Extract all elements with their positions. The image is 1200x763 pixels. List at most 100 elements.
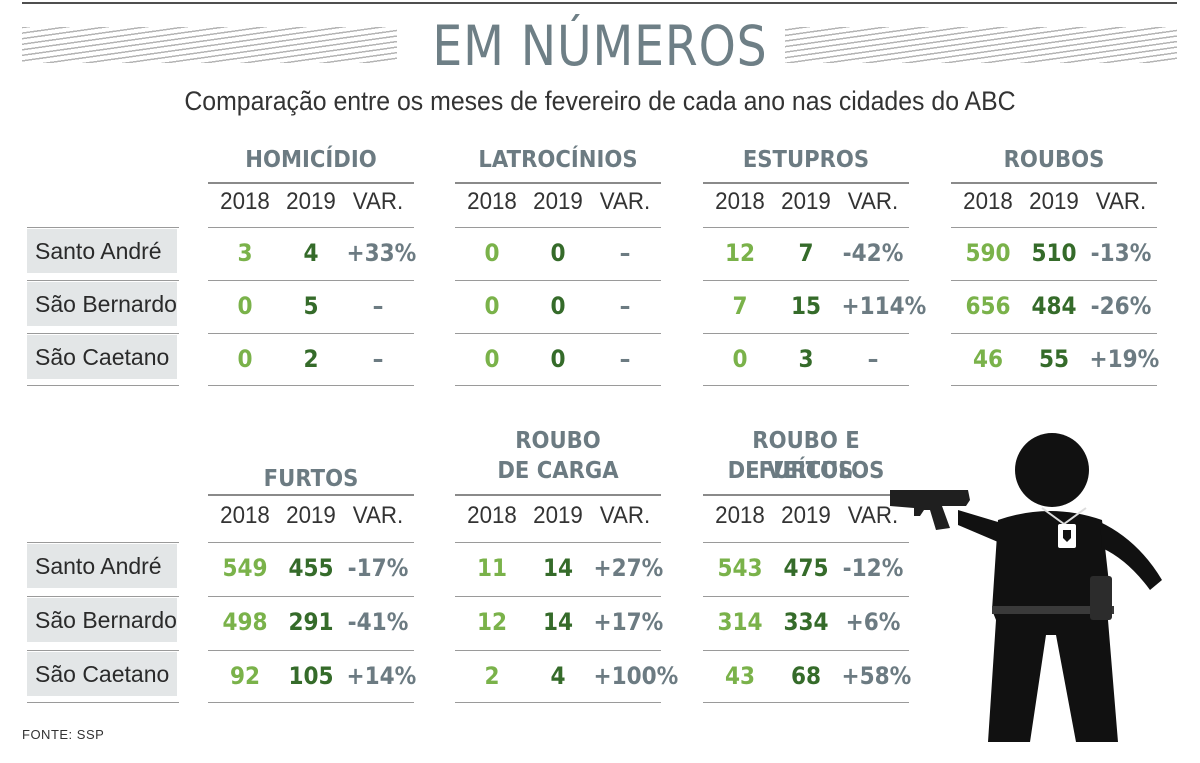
section-header-rule [703, 182, 909, 184]
variation: +58% [841, 662, 912, 690]
row-divider [455, 333, 661, 334]
city-divider [27, 280, 179, 281]
value-2018: 11 [476, 554, 508, 582]
row-divider [208, 227, 414, 228]
value-2019: 55 [1038, 345, 1070, 373]
page-title: EM NÚMEROS [432, 14, 768, 78]
section-header-rule [951, 182, 1157, 184]
variation: -12% [842, 554, 904, 582]
variation: – [372, 345, 384, 373]
value-2019: 291 [288, 608, 334, 636]
value-2019: 334 [783, 608, 829, 636]
title-hatch-left [22, 27, 397, 63]
row-divider [703, 702, 909, 703]
value-2019: 3 [798, 345, 814, 373]
column-header-y2019: 2019 [533, 188, 583, 215]
value-2018: 0 [237, 292, 253, 320]
column-header-var: VAR. [599, 188, 651, 215]
column-header-y2019: 2019 [1029, 188, 1079, 215]
value-2019: 0 [550, 345, 566, 373]
value-2019: 15 [790, 292, 822, 320]
column-header-y2018: 2018 [220, 502, 270, 529]
column-header-var: VAR. [847, 502, 899, 529]
top-rule [22, 2, 1177, 4]
section-header-rule [455, 182, 661, 184]
value-2018: 590 [965, 239, 1011, 267]
variation: -42% [842, 239, 904, 267]
column-header-y2018: 2018 [220, 188, 270, 215]
city-divider [27, 702, 179, 703]
city-label: Santo André [27, 229, 177, 273]
column-header-var: VAR. [599, 502, 651, 529]
variation: +27% [593, 554, 664, 582]
value-2019: 0 [550, 292, 566, 320]
value-2018: 0 [732, 345, 748, 373]
value-2018: 498 [222, 608, 268, 636]
row-divider [208, 333, 414, 334]
value-2019: 475 [783, 554, 829, 582]
row-divider [455, 227, 661, 228]
row-divider [703, 542, 909, 543]
source-note: FONTE: SSP [22, 727, 105, 742]
section-title: LATROCÍNIOS [478, 147, 638, 173]
value-2019: 4 [550, 662, 566, 690]
variation: -41% [347, 608, 409, 636]
column-header-y2018: 2018 [715, 188, 765, 215]
section-title: ROUBOS [1003, 147, 1105, 173]
column-header-var: VAR. [352, 502, 404, 529]
column-header-var: VAR. [847, 188, 899, 215]
value-2018: 2 [484, 662, 500, 690]
row-divider [703, 333, 909, 334]
variation: +114% [841, 292, 927, 320]
row-divider [455, 542, 661, 543]
value-2019: 0 [550, 239, 566, 267]
variation: +33% [346, 239, 417, 267]
variation: -13% [1090, 239, 1152, 267]
row-divider [208, 596, 414, 597]
row-divider [208, 385, 414, 386]
section-header-rule [455, 494, 661, 496]
value-2019: 68 [790, 662, 822, 690]
row-divider [703, 280, 909, 281]
variation: – [619, 345, 631, 373]
section-title: FURTOS [263, 466, 359, 492]
variation: +17% [593, 608, 664, 636]
variation: – [867, 345, 879, 373]
city-label: São Bernardo [27, 282, 177, 326]
value-2018: 92 [229, 662, 261, 690]
column-header-y2019: 2019 [286, 188, 336, 215]
city-divider [27, 650, 179, 651]
column-header-y2019: 2019 [781, 188, 831, 215]
value-2018: 12 [724, 239, 756, 267]
row-divider [208, 542, 414, 543]
value-2018: 3 [237, 239, 253, 267]
variation: +6% [845, 608, 901, 636]
variation: +100% [593, 662, 679, 690]
section-header-rule [208, 182, 414, 184]
value-2018: 543 [717, 554, 763, 582]
section-title: ROUBO E FURTOS [752, 428, 860, 484]
value-2018: 0 [484, 345, 500, 373]
row-divider [455, 385, 661, 386]
variation: – [619, 239, 631, 267]
section-title: HOMICÍDIO [245, 147, 377, 173]
row-divider [951, 333, 1157, 334]
value-2019: 5 [303, 292, 319, 320]
row-divider [455, 702, 661, 703]
value-2018: 0 [484, 239, 500, 267]
city-label: São Caetano [27, 335, 177, 379]
section-header-rule [703, 494, 909, 496]
row-divider [951, 385, 1157, 386]
row-divider [951, 280, 1157, 281]
row-divider [208, 702, 414, 703]
page-subtitle: Comparação entre os meses de fevereiro d… [184, 86, 1016, 116]
value-2019: 484 [1031, 292, 1077, 320]
column-header-y2019: 2019 [286, 502, 336, 529]
row-divider [703, 650, 909, 651]
value-2019: 14 [542, 608, 574, 636]
value-2018: 656 [965, 292, 1011, 320]
row-divider [208, 650, 414, 651]
row-divider [951, 227, 1157, 228]
value-2018: 314 [717, 608, 763, 636]
row-divider [455, 596, 661, 597]
